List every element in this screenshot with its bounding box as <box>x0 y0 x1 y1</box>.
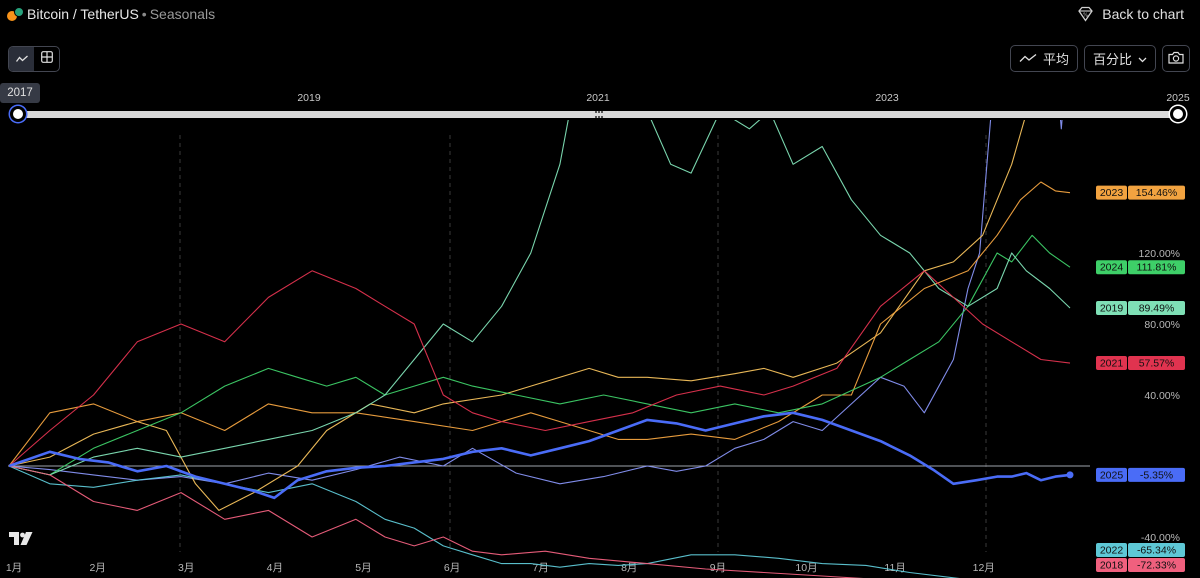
x-tick-label: 6月 <box>444 562 460 574</box>
legend-year-2021: 2021 <box>1100 358 1124 370</box>
table-view-button[interactable] <box>34 47 59 71</box>
series-endpoint-2025 <box>1066 471 1074 479</box>
legend-value-badge-2021 <box>1128 356 1185 371</box>
diamond-badge-icon: % <box>1077 6 1094 22</box>
line-view-button[interactable] <box>9 47 34 71</box>
legend-value-badge-2019 <box>1128 301 1185 316</box>
series-line-2025 <box>8 411 1071 500</box>
legend-year-2018: 2018 <box>1100 560 1124 572</box>
x-tick-label: 8月 <box>621 562 637 574</box>
legend-year-2023: 2023 <box>1100 187 1124 199</box>
legend-value-2023: 154.46% <box>1136 187 1177 199</box>
legend-year-2024: 2024 <box>1100 262 1124 274</box>
x-tick-label: 2月 <box>89 562 105 574</box>
camera-icon <box>1168 51 1184 67</box>
symbol-title: Bitcoin / TetherUS • Seasonals <box>27 6 215 22</box>
percent-mode-label: 百分比 <box>1092 52 1132 67</box>
average-label: 平均 <box>1042 52 1069 67</box>
series-line-2024 <box>8 234 1071 476</box>
legend-year-badge-2023 <box>1096 185 1127 200</box>
series-line-2019 <box>8 120 1071 476</box>
y-tick-label: 80.00% <box>1144 319 1180 331</box>
y-tick-label: 120.00% <box>1139 248 1180 260</box>
range-start-handle[interactable] <box>10 106 26 122</box>
legend-year-2022: 2022 <box>1100 545 1124 557</box>
trend-line-icon <box>1019 51 1037 66</box>
screenshot-button[interactable] <box>1162 45 1190 72</box>
x-tick-label: 4月 <box>267 562 283 574</box>
chevron-down-icon <box>1138 51 1147 66</box>
legend-value-2019: 89.49% <box>1139 303 1175 315</box>
legend-year-badge-2024 <box>1096 260 1127 275</box>
x-tick-label: 11月 <box>884 562 905 574</box>
legend-year-badge-2022 <box>1096 543 1127 557</box>
series-line-2018 <box>8 465 864 578</box>
legend-value-badge-2018 <box>1128 558 1185 572</box>
year-range-slider[interactable] <box>18 111 1180 118</box>
view-toggle <box>8 46 60 72</box>
series-line-2021 <box>8 270 1071 467</box>
svg-text:%: % <box>1083 13 1088 19</box>
y-tick-label: -40.00% <box>1141 532 1180 544</box>
legend-value-badge-2024 <box>1128 260 1185 275</box>
x-tick-label: 12月 <box>973 562 995 574</box>
btc-usdt-logo <box>7 6 25 22</box>
legend-value-badge-2025 <box>1128 467 1185 482</box>
y-tick-label: 40.00% <box>1144 390 1180 402</box>
title-separator: • <box>141 6 147 22</box>
legend-year-badge-2018 <box>1096 558 1127 572</box>
average-button[interactable]: 平均 <box>1010 45 1078 72</box>
symbol-name: Bitcoin / TetherUS <box>27 6 139 22</box>
back-to-chart-label: Back to chart <box>1102 6 1184 22</box>
legend-year-badge-2021 <box>1096 356 1127 371</box>
x-tick-label: 3月 <box>178 562 194 574</box>
series-line-2020 <box>8 120 1025 511</box>
range-end-handle[interactable] <box>1170 106 1186 122</box>
legend-value-2025: -5.35% <box>1140 469 1173 481</box>
legend-value-2024: 111.81% <box>1137 262 1177 274</box>
view-name: Seasonals <box>149 6 216 22</box>
legend-value-2022: -65.34% <box>1137 545 1176 557</box>
percent-mode-dropdown[interactable]: 百分比 <box>1084 45 1156 72</box>
legend-year-2025: 2025 <box>1100 469 1124 481</box>
header: Bitcoin / TetherUS • Seasonals % Back to c… <box>0 0 1200 28</box>
table-icon <box>40 50 53 68</box>
slider-grip-icon[interactable] <box>594 110 604 119</box>
x-tick-label: 10月 <box>795 562 817 574</box>
range-tick-2021: 2021 <box>586 92 610 104</box>
legend-value-2018: -72.33% <box>1137 560 1176 572</box>
legend-year-2019: 2019 <box>1100 303 1124 315</box>
x-tick-label: 5月 <box>355 562 371 574</box>
legend-value-badge-2022 <box>1128 543 1185 557</box>
series-line-2023 <box>8 181 1071 467</box>
line-chart-icon <box>15 50 28 68</box>
range-tick-2019: 2019 <box>297 92 321 104</box>
seasonals-chart: 360.00%320.00%280.00%240.00%200.00%120.0… <box>6 120 1185 578</box>
range-end-year: 2025 <box>1166 92 1190 104</box>
range-start-year: 2017 <box>0 83 40 103</box>
legend-year-badge-2025 <box>1096 467 1127 482</box>
x-tick-label: 1月 <box>6 562 22 574</box>
back-to-chart-button[interactable]: % Back to chart <box>1077 5 1184 23</box>
legend-value-2021: 57.57% <box>1139 358 1175 370</box>
x-tick-label: 9月 <box>710 562 726 574</box>
legend-year-badge-2019 <box>1096 301 1127 316</box>
legend-value-badge-2023 <box>1128 185 1185 200</box>
range-tick-2023: 2023 <box>875 92 899 104</box>
tradingview-logo <box>9 532 33 551</box>
